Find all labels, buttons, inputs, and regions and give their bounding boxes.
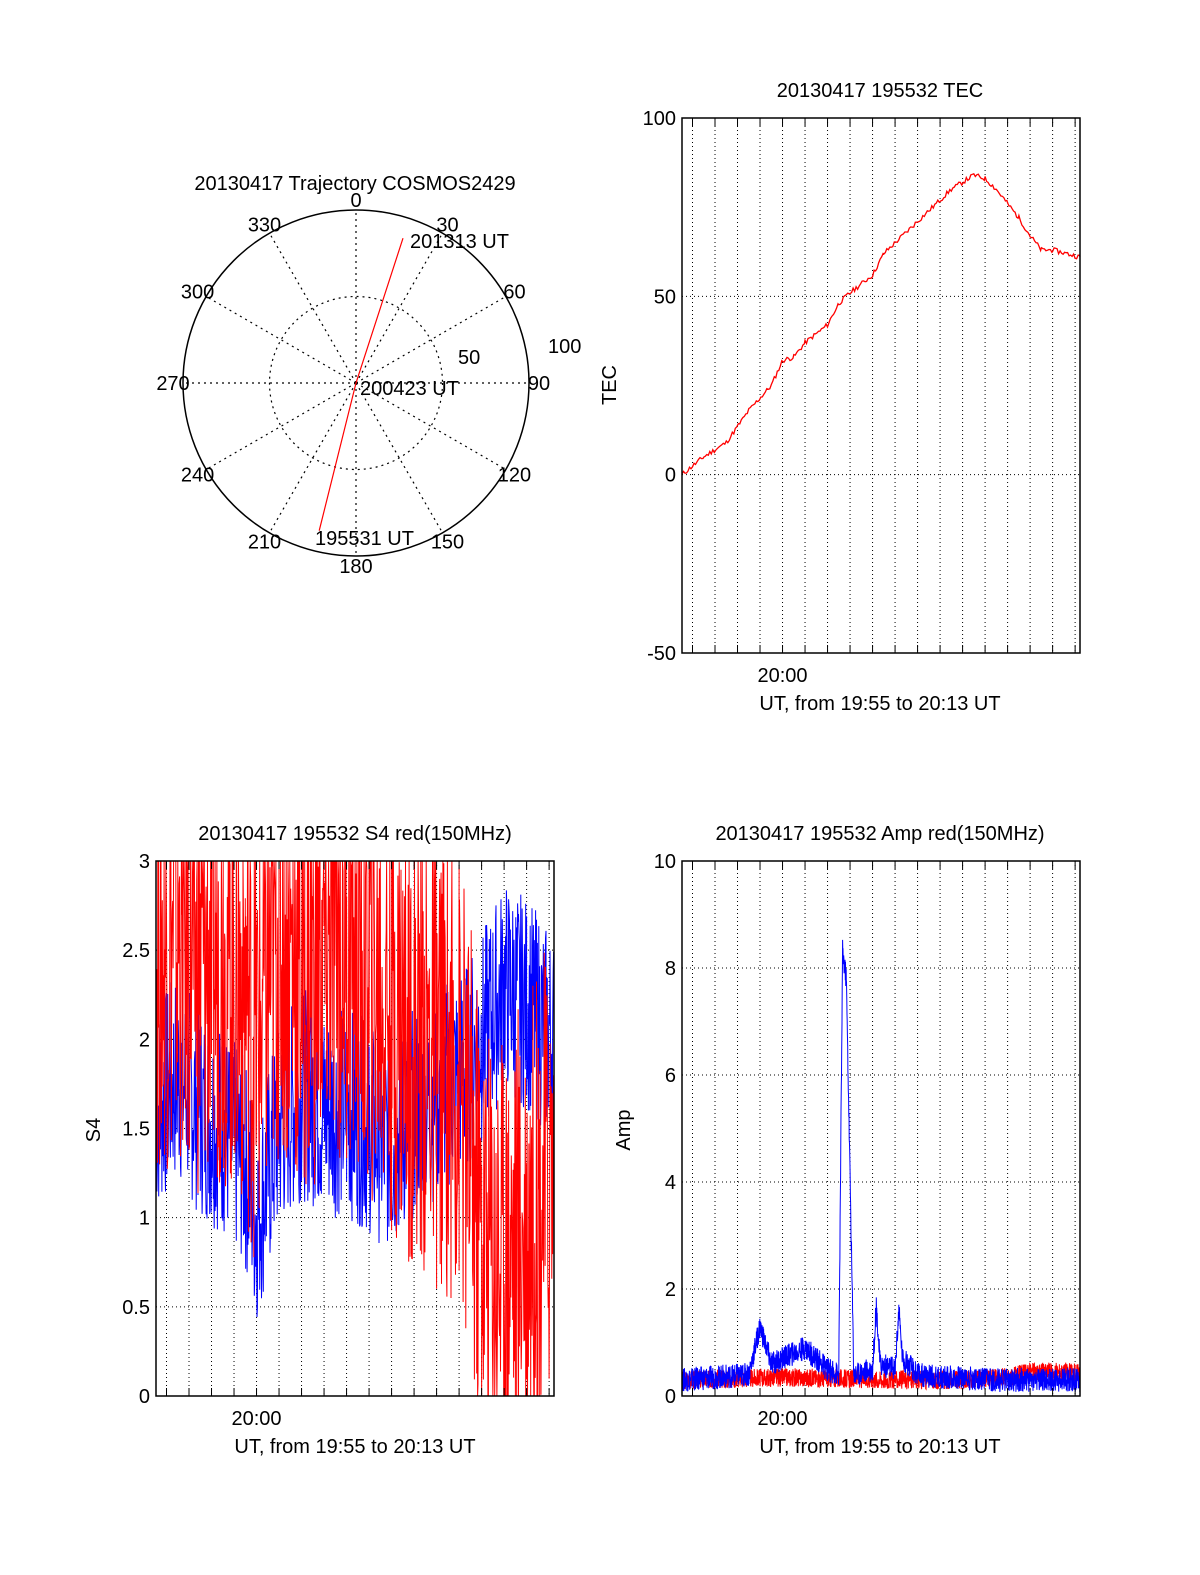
amp-title: 20130417 195532 Amp red(150MHz): [715, 823, 1044, 845]
tec-plot: 20130417 195532 TEC UT, from 19:55 to 20…: [599, 80, 1081, 715]
polar-angle-label: 60: [503, 282, 525, 304]
polar-spoke: [355, 382, 444, 534]
polar-angle-label: 270: [156, 373, 189, 395]
s4-title: 20130417 195532 S4 red(150MHz): [198, 823, 512, 845]
tec-ytick-label: -50: [647, 643, 676, 665]
s4-series-red: [155, 860, 555, 1397]
tec-ytick-label: 0: [665, 465, 676, 487]
mid-time-label: 200423 UT: [360, 378, 459, 400]
start-time-label: 195531 UT: [315, 528, 414, 550]
polar-spoke: [355, 232, 444, 384]
amp-ytick-label: 8: [665, 958, 676, 980]
polar-title: 20130417 Trajectory COSMOS2429: [194, 173, 515, 195]
polar-angle-label: 90: [528, 373, 550, 395]
polar-angle-label: 0: [350, 190, 361, 212]
amp-frame: [681, 860, 1081, 1397]
amp-ytick-label: 4: [665, 1172, 676, 1194]
polar-angle-label: 30: [436, 215, 458, 237]
tec-ylabel: TEC: [599, 365, 621, 405]
s4-series-blue: [155, 890, 555, 1318]
polar-outer-circle: [182, 209, 530, 557]
polar-angle-labels: 0 30 60 90 120 150 180 210 240 270 300 330: [156, 190, 550, 578]
amp-xlabel: UT, from 19:55 to 20:13 UT: [759, 1436, 1000, 1458]
polar-spoke: [205, 382, 357, 471]
polar-radial-label-50: 50: [458, 347, 480, 369]
polar-angle-label: 210: [248, 531, 281, 553]
s4-xlabel: UT, from 19:55 to 20:13 UT: [234, 1436, 475, 1458]
amp-ytick-label: 2: [665, 1279, 676, 1301]
amp-ytick-label: 6: [665, 1065, 676, 1087]
polar-inner-circle: [268, 295, 444, 471]
tec-title: 20130417 195532 TEC: [777, 80, 983, 102]
polar-spoke: [268, 232, 357, 384]
s4-ytick-label: 1.5: [122, 1119, 150, 1141]
s4-ytick-label: 0: [139, 1386, 150, 1408]
s4-ytick-label: 3: [139, 851, 150, 873]
tec-series-line: [681, 173, 1081, 475]
polar-angle-label: 240: [181, 465, 214, 487]
s4-ytick-label: 2.5: [122, 940, 150, 962]
amp-plot: 20130417 195532 Amp red(150MHz) UT, from…: [613, 823, 1081, 1458]
amp-ytick-label: 0: [665, 1386, 676, 1408]
polar-angle-label: 120: [498, 465, 531, 487]
amp-xtick-label: 20:00: [758, 1408, 808, 1430]
polar-grid: [182, 209, 530, 557]
polar-angle-label: 330: [248, 215, 281, 237]
polar-spoke: [268, 382, 357, 534]
amp-series-blue: [681, 939, 1081, 1393]
s4-ytick-label: 1: [139, 1208, 150, 1230]
amp-ytick-label: 10: [654, 851, 676, 873]
tec-ytick-label: 100: [643, 108, 676, 130]
s4-frame: [155, 860, 555, 1397]
end-time-label: 201313 UT: [410, 231, 509, 253]
polar-radial-label-100: 100: [548, 336, 581, 358]
polar-angle-label: 300: [181, 282, 214, 304]
s4-xtick-label: 20:00: [232, 1408, 282, 1430]
tec-frame: [681, 117, 1081, 654]
tec-xlabel: UT, from 19:55 to 20:13 UT: [759, 693, 1000, 715]
s4-ytick-label: 0.5: [122, 1297, 150, 1319]
polar-angle-label: 150: [431, 531, 464, 553]
trajectory-line: [318, 238, 404, 531]
polar-spoke: [355, 295, 507, 384]
polar-trajectory-plot: 20130417 Trajectory COSMOS2429 0 30 60 90 12…: [156, 173, 581, 578]
polar-spoke: [355, 382, 507, 471]
amp-ylabel: Amp: [613, 1109, 635, 1150]
s4-plot: 20130417 195532 S4 red(150MHz) UT, from …: [83, 823, 555, 1458]
polar-spoke: [205, 295, 357, 384]
tec-ytick-label: 50: [654, 286, 676, 308]
s4-ylabel: S4: [83, 1118, 105, 1142]
tec-xtick-label: 20:00: [758, 665, 808, 687]
s4-ytick-label: 2: [139, 1029, 150, 1051]
polar-angle-label: 180: [339, 556, 372, 578]
